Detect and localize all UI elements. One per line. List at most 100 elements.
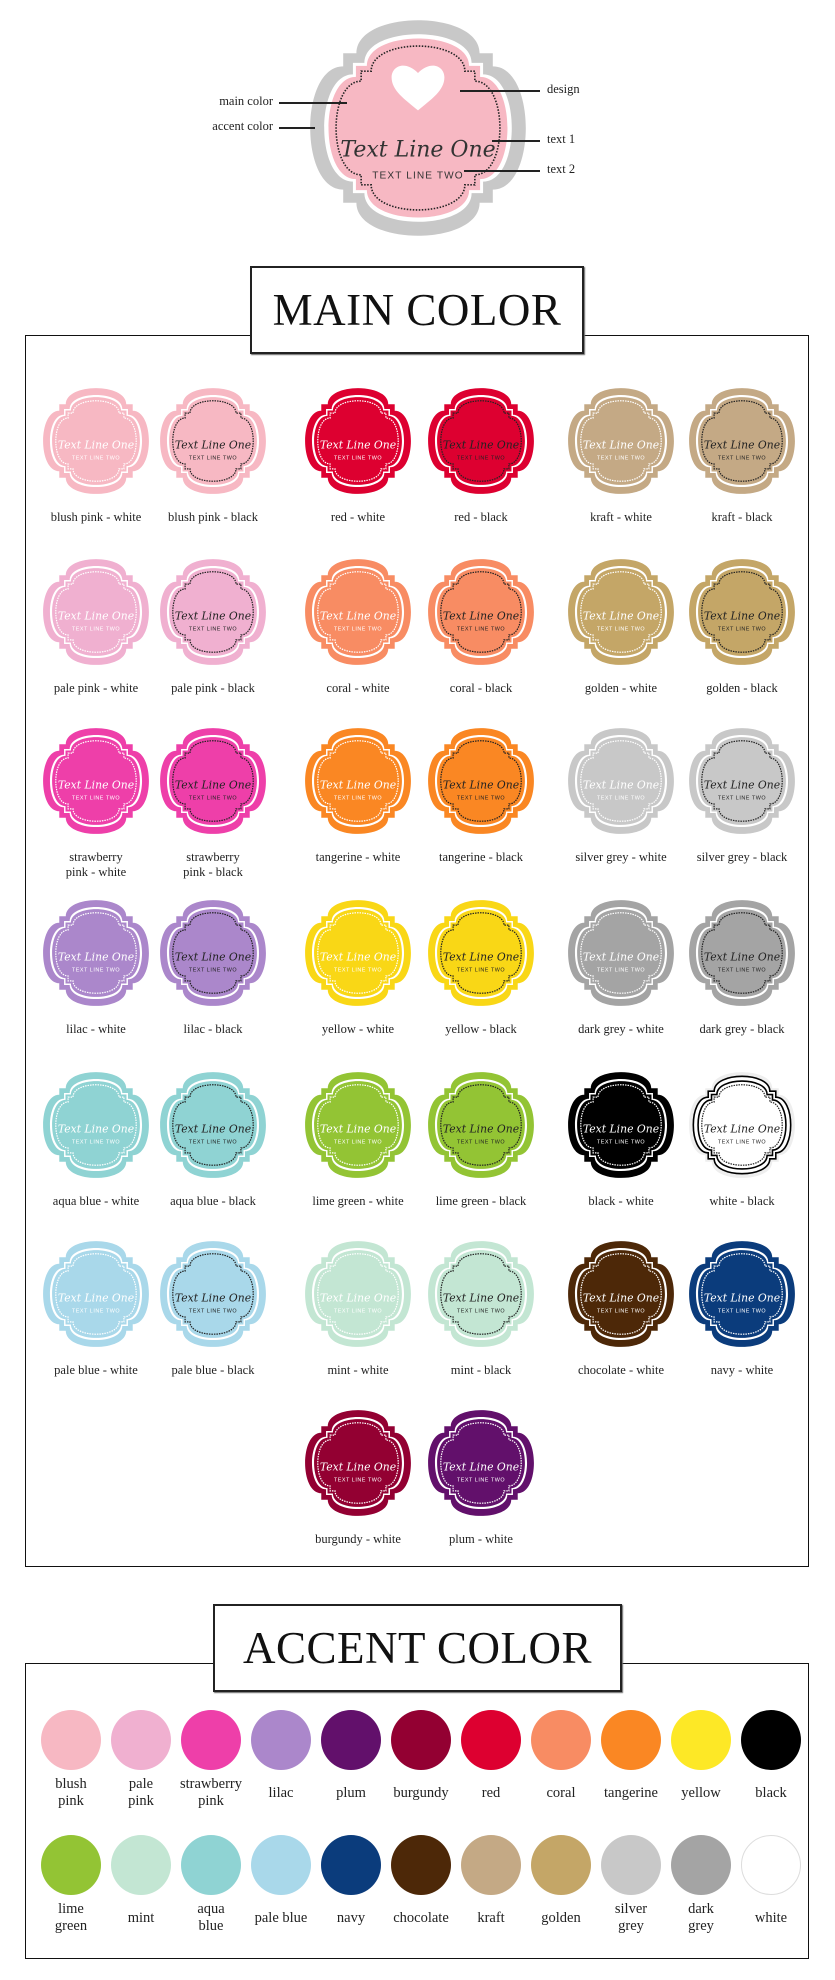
color-swatch-badge[interactable]: Text Line One TEXT LINE TWO [427,1239,535,1349]
badge-dotted-border [318,572,398,652]
badge-text-line-two: TEXT LINE TWO [334,1139,382,1145]
swatch-label: red - white [330,510,386,524]
color-swatch-badge[interactable]: Text Line One TEXT LINE TWO [42,726,150,836]
accent-color-circle[interactable] [321,1710,381,1770]
color-swatch-badge[interactable]: Text Line One TEXT LINE TWO [427,1070,535,1180]
color-swatch-badge[interactable]: Text Line One TEXT LINE TWO [304,898,412,1008]
accent-color-circle[interactable] [671,1835,731,1895]
accent-color-circle[interactable] [251,1835,311,1895]
accent-color-circle[interactable] [741,1710,801,1770]
color-swatch-badge[interactable]: Text Line One TEXT LINE TWO [159,386,267,496]
badge-shape: Text Line One TEXT LINE TWO [160,1072,266,1178]
color-swatch-badge[interactable]: Text Line One TEXT LINE TWO [42,557,150,667]
color-swatch-badge[interactable]: Text Line One TEXT LINE TWO [688,557,796,667]
color-swatch-badge[interactable]: Text Line One TEXT LINE TWO [427,1408,535,1518]
accent-color-circle[interactable] [461,1835,521,1895]
accent-color-label: plum [336,1784,366,1801]
badge-main [314,1419,402,1507]
color-swatch-badge[interactable]: Text Line One TEXT LINE TWO [304,557,412,667]
accent-color-circle[interactable] [111,1835,171,1895]
color-swatch-badge[interactable]: Text Line One TEXT LINE TWO [688,726,796,836]
color-swatch-badge[interactable]: Text Line One TEXT LINE TWO [42,898,150,1008]
badge-dotted-border [702,741,782,821]
color-swatch-badge[interactable]: Text Line One TEXT LINE TWO [304,386,412,496]
badge-shape: Text Line One TEXT LINE TWO [689,388,795,494]
accent-color-circle[interactable] [531,1835,591,1895]
badge-main [577,737,665,825]
color-swatch-badge[interactable]: Text Line One TEXT LINE TWO [427,386,535,496]
badge-dotted-border [173,1254,253,1334]
color-swatch-badge[interactable]: Text Line One TEXT LINE TWO [688,386,796,496]
badge-text-line-one: Text Line One [704,951,780,964]
color-swatch-badge[interactable]: Text Line One TEXT LINE TWO [304,726,412,836]
accent-color-circle[interactable] [251,1710,311,1770]
color-swatch-badge[interactable]: Text Line One TEXT LINE TWO [567,557,675,667]
color-swatch-badge[interactable]: Text Line One TEXT LINE TWO [42,386,150,496]
color-swatch-badge[interactable]: Text Line One TEXT LINE TWO [567,898,675,1008]
color-swatch-badge[interactable]: Text Line One TEXT LINE TWO [42,1070,150,1180]
callout-text2: text 2 [547,162,576,176]
swatch-label: lilac - black [183,1022,243,1036]
color-swatch-badge[interactable]: Text Line One TEXT LINE TWO [159,898,267,1008]
badge-shape: Text Line One TEXT LINE TWO [568,1241,674,1347]
color-swatch-badge[interactable]: Text Line One TEXT LINE TWO [159,726,267,836]
color-swatch-badge[interactable]: Text Line One TEXT LINE TWO [688,898,796,1008]
accent-color-circle[interactable] [741,1835,801,1895]
color-swatch-badge[interactable]: Text Line One TEXT LINE TWO [567,1239,675,1349]
accent-color-circle[interactable] [391,1835,451,1895]
color-swatch-badge[interactable]: Text Line One TEXT LINE TWO [304,1239,412,1349]
accent-color-circle[interactable] [461,1710,521,1770]
badge-text-line-two: TEXT LINE TWO [457,967,505,973]
badge-text-line-two: TEXT LINE TWO [334,626,382,632]
color-swatch-badge[interactable]: Text Line One TEXT LINE TWO [688,1239,796,1349]
swatch-label: dark grey - black [699,1022,785,1036]
color-swatch-badge[interactable]: Text Line One TEXT LINE TWO [427,726,535,836]
accent-color-circle[interactable] [321,1835,381,1895]
badge-main [577,1250,665,1338]
color-swatch-badge[interactable]: Text Line One TEXT LINE TWO [159,1239,267,1349]
badge-main [52,568,140,656]
accent-color-circle[interactable] [181,1710,241,1770]
badge-dotted-border [702,572,782,652]
color-swatch-badge[interactable]: Text Line One TEXT LINE TWO [567,386,675,496]
badge-text-line-two: TEXT LINE TWO [334,1308,382,1314]
color-swatch-badge[interactable]: Text Line One TEXT LINE TWO [427,898,535,1008]
accent-color-circle[interactable] [41,1710,101,1770]
color-swatch-badge[interactable]: Text Line One TEXT LINE TWO [304,1070,412,1180]
accent-color-circle[interactable] [601,1710,661,1770]
color-swatch-badge[interactable]: Text Line One TEXT LINE TWO [304,1408,412,1518]
badge-shape: Text Line One TEXT LINE TWO [43,728,149,834]
badge-text-line-two: TEXT LINE TWO [189,1139,237,1145]
accent-color-circle[interactable] [391,1710,451,1770]
badge-text-line-two: TEXT LINE TWO [597,626,645,632]
accent-color-circle[interactable] [601,1835,661,1895]
swatch-label: golden - white [584,681,658,695]
color-swatch-badge[interactable]: Text Line One TEXT LINE TWO [688,1070,796,1180]
badge-main [52,737,140,825]
accent-color-label: tangerine [604,1784,658,1801]
badge-dotted-border [702,401,782,481]
badge-dotted-border [702,1254,782,1334]
color-swatch-badge[interactable]: Text Line One TEXT LINE TWO [567,726,675,836]
accent-color-circle[interactable] [111,1710,171,1770]
accent-color-circle[interactable] [181,1835,241,1895]
badge-text-line-one: Text Line One [58,1292,134,1305]
color-swatch-badge[interactable]: Text Line One TEXT LINE TWO [159,1070,267,1180]
badge-shape: Text Line One TEXT LINE TWO [689,728,795,834]
badge-text-line-one: Text Line One [320,439,396,452]
badge-text-line-two: TEXT LINE TWO [597,967,645,973]
badge-dotted-border [173,572,253,652]
accent-color-circle[interactable] [41,1835,101,1895]
color-swatch-badge[interactable]: Text Line One TEXT LINE TWO [159,557,267,667]
badge-main [437,737,525,825]
color-swatch-badge[interactable]: Text Line One TEXT LINE TWO [42,1239,150,1349]
badge-shape: Text Line One TEXT LINE TWO [428,1072,534,1178]
badge-shape: Text Line One TEXT LINE TWO [689,559,795,665]
color-swatch-badge[interactable]: Text Line One TEXT LINE TWO [567,1070,675,1180]
badge-text-line-two: TEXT LINE TWO [189,795,237,801]
accent-color-circle[interactable] [531,1710,591,1770]
accent-color-circle[interactable] [671,1710,731,1770]
badge-dotted-border [173,1085,253,1165]
accent-color-label: coral [546,1784,576,1801]
color-swatch-badge[interactable]: Text Line One TEXT LINE TWO [427,557,535,667]
